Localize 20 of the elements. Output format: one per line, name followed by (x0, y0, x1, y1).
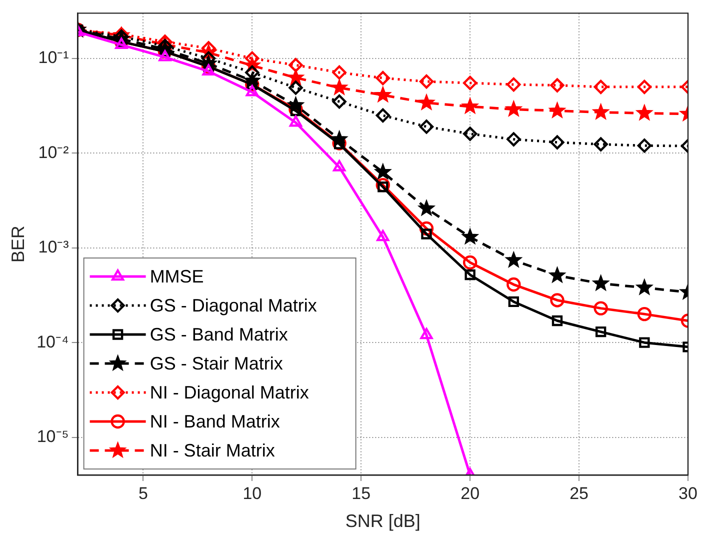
x-axis-title: SNR [dB] (345, 511, 420, 532)
x-tick-label: 10 (242, 484, 262, 503)
legend-label: NI - Stair Matrix (150, 440, 275, 460)
legend-label: GS - Stair Matrix (150, 353, 283, 374)
x-tick-label: 20 (460, 484, 480, 503)
legend-label: NI - Band Matrix (150, 411, 280, 432)
x-tick-label: 5 (138, 484, 148, 503)
y-tick-label: 10⁻¹ (38, 48, 70, 68)
y-tick-label: 10⁻³ (38, 238, 70, 257)
x-tick-label: 30 (678, 484, 698, 503)
y-tick-label: 10⁻² (38, 142, 70, 162)
y-axis-title: BER (8, 226, 28, 263)
x-tick-label: 25 (570, 484, 588, 503)
x-tick-label: 15 (352, 484, 371, 503)
legend-label: NI - Diagonal Matrix (150, 382, 309, 402)
legend-label: GS - Diagonal Matrix (150, 295, 317, 316)
legend-label: MMSE (150, 266, 204, 286)
y-tick-label: 10⁻⁴ (36, 332, 69, 352)
legend-label: GS - Band Matrix (150, 324, 288, 344)
y-tick-label: 10⁻⁵ (36, 426, 69, 446)
